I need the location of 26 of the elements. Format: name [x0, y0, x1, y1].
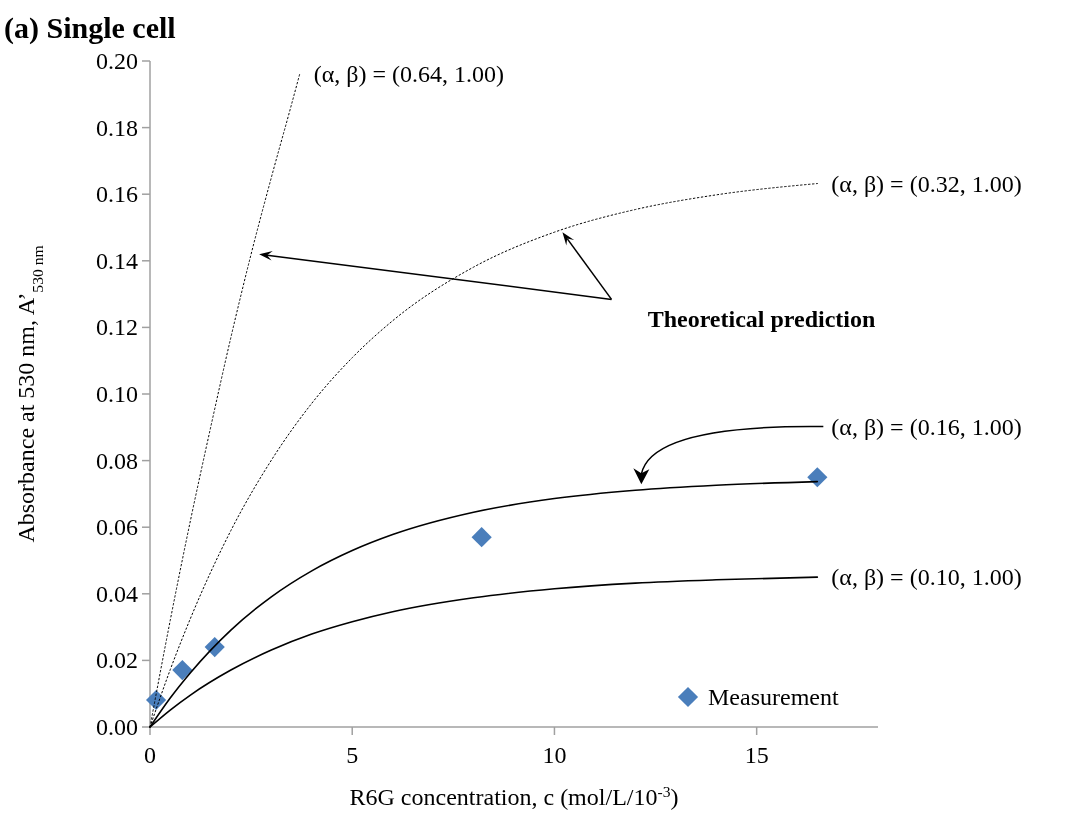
y-tick-label: 0.14 [96, 247, 138, 274]
legend-label: Measurement [708, 684, 839, 710]
y-tick-label: 0.00 [96, 714, 138, 740]
x-tick-label: 10 [542, 742, 567, 768]
x-tick-label: 5 [346, 742, 359, 768]
y-tick-label: 0.08 [96, 447, 138, 474]
y-tick-label: 0.10 [96, 381, 138, 407]
x-axis-title: R6G concentration, c (mol/L/10$^{-3}$) [349, 782, 679, 810]
x-tick-label: 15 [744, 742, 769, 768]
point [807, 467, 828, 488]
y-tick-label: 0.02 [96, 647, 138, 674]
point [471, 527, 492, 548]
y-tick-label: 0.18 [96, 114, 138, 141]
y-tick-label: 0.04 [96, 580, 138, 607]
series-label: (α, β) = (0.16, 1.00) [831, 413, 1022, 440]
y-tick-label: 0.12 [96, 314, 138, 341]
chart-title: (a) Single cell [4, 11, 176, 45]
series-label: (α, β) = (0.32, 1.00) [831, 170, 1022, 197]
series-label: (α, β) = (0.10, 1.00) [831, 564, 1022, 591]
y-tick-label: 0.06 [96, 514, 138, 541]
x-tick-label: 0 [144, 742, 156, 768]
y-tick-label: 0.20 [96, 48, 138, 74]
annotation: Theoretical prediction [647, 306, 876, 333]
point [172, 659, 193, 681]
y-tick-label: 0.16 [96, 181, 138, 208]
series-label: (α, β) = (0.64, 1.00) [313, 61, 504, 88]
